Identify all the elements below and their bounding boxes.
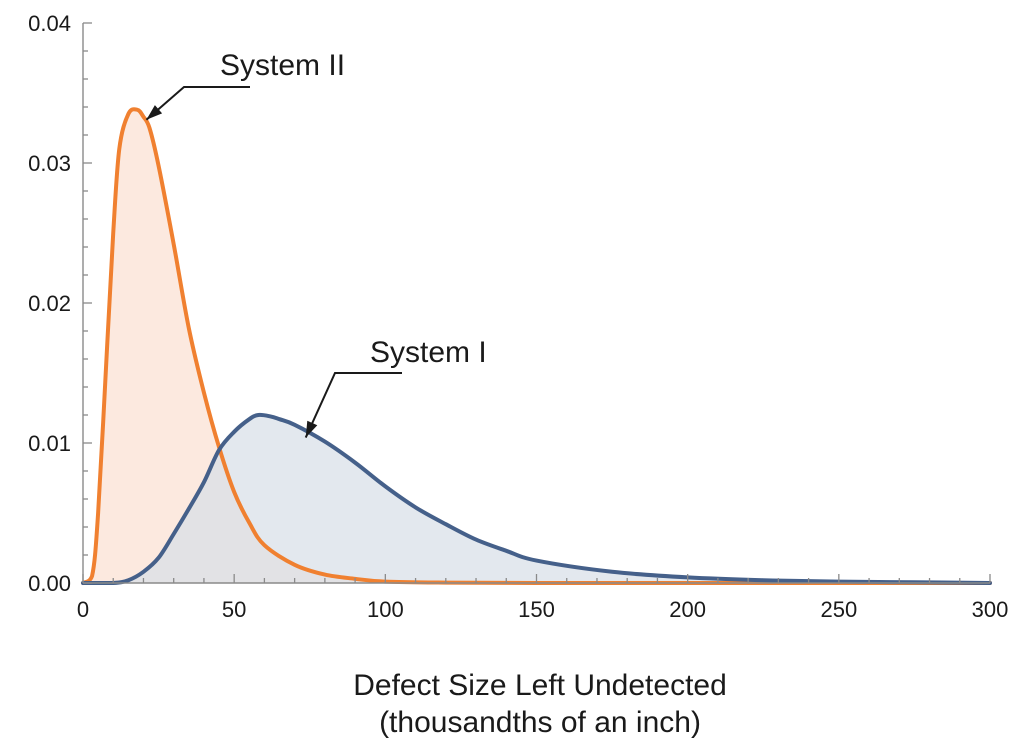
y-tick-label: 0.00 (28, 571, 71, 596)
x-tick-label: 0 (77, 597, 89, 622)
axis-ticks: 0 50 100 150 200 250 300 0.00 0.01 0.02 0.03 0.04 (28, 11, 1008, 622)
x-tick-label: 200 (669, 597, 706, 622)
x-tick-label: 100 (367, 597, 404, 622)
x-axis-label: Defect Size Left Undetected (353, 669, 727, 702)
annotation-label-system-ii: System II (220, 49, 345, 82)
y-tick-label: 0.03 (28, 151, 71, 176)
x-axis-label-units: (thousandths of an inch) (379, 706, 701, 739)
annotation-arrowhead-system-ii (146, 105, 163, 120)
annotation-label-system-i: System I (370, 336, 487, 369)
series-line-system-i (81, 412, 992, 585)
x-tick-label: 150 (518, 597, 555, 622)
x-tick-label: 50 (222, 597, 246, 622)
area-fill-system-i (83, 414, 990, 583)
x-tick-label: 250 (820, 597, 857, 622)
y-tick-label: 0.01 (28, 431, 71, 456)
y-tick-label: 0.02 (28, 291, 71, 316)
annotation-leader-system-ii (145, 86, 250, 121)
x-tick-label: 300 (972, 597, 1009, 622)
annotation-arrowhead-system-i (305, 420, 318, 438)
y-tick-label: 0.04 (28, 11, 71, 36)
annotations: System II System I (145, 49, 487, 439)
series-fills (83, 109, 990, 583)
annotation-leader-system-i (304, 372, 402, 439)
